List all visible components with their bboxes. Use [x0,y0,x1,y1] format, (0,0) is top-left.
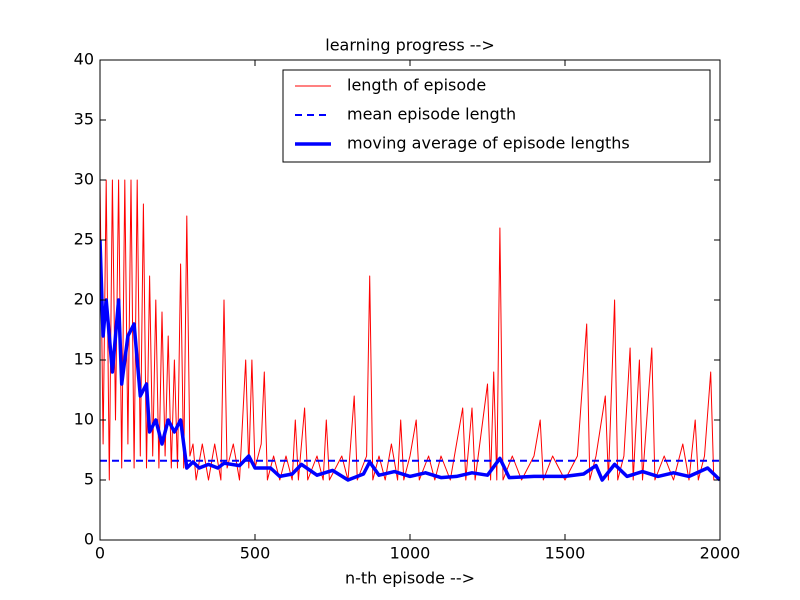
y-tick-label: 15 [74,350,94,369]
x-tick-label: 1000 [390,544,431,563]
legend-label: mean episode length [347,105,516,124]
y-tick-label: 25 [74,230,94,249]
x-tick-label: 2000 [700,544,741,563]
y-tick-label: 35 [74,110,94,129]
y-tick-label: 20 [74,290,94,309]
legend-label: length of episode [347,76,486,95]
y-tick-label: 30 [74,170,94,189]
chart-title: learning progress --> [325,36,494,55]
x-tick-label: 0 [95,544,105,563]
series-line [100,239,720,482]
y-tick-label: 0 [84,530,94,549]
legend-label: moving average of episode lengths [347,134,630,153]
y-tick-label: 5 [84,470,94,489]
x-tick-label: 500 [240,544,271,563]
x-tick-label: 1500 [545,544,586,563]
x-axis-label: n-th episode --> [345,569,475,588]
legend-box [282,69,711,163]
y-tick-label: 10 [74,410,94,429]
y-tick-label: 40 [74,50,94,69]
